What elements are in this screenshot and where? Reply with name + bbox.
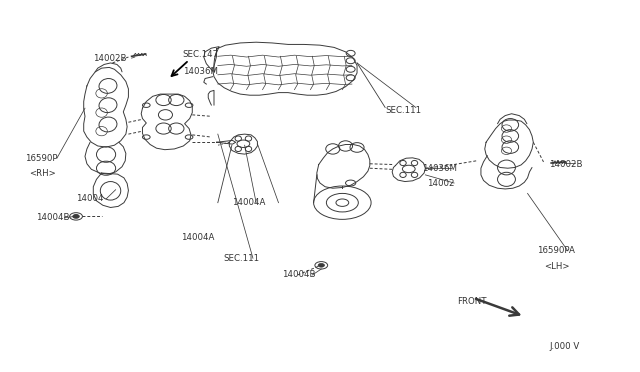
Text: 14004B: 14004B bbox=[36, 213, 69, 222]
Text: 16590PA: 16590PA bbox=[537, 246, 575, 255]
Circle shape bbox=[73, 215, 79, 218]
Text: 14004A: 14004A bbox=[180, 233, 214, 243]
Text: 14004: 14004 bbox=[76, 195, 104, 203]
Circle shape bbox=[318, 263, 324, 267]
Text: SEC.111: SEC.111 bbox=[223, 254, 259, 263]
Text: 14002B: 14002B bbox=[93, 54, 127, 62]
Text: 14002: 14002 bbox=[427, 179, 454, 187]
Text: SEC.147: SEC.147 bbox=[182, 50, 219, 59]
Text: FRONT: FRONT bbox=[457, 297, 486, 306]
Text: 14004A: 14004A bbox=[232, 198, 265, 207]
Text: 14036M: 14036M bbox=[422, 164, 457, 173]
Text: 14004B: 14004B bbox=[282, 270, 315, 279]
Text: J.000 V: J.000 V bbox=[550, 341, 580, 350]
Text: <LH>: <LH> bbox=[544, 262, 570, 271]
Text: SEC.111: SEC.111 bbox=[385, 106, 421, 115]
Text: 14036M: 14036M bbox=[182, 67, 218, 76]
Text: 16590P: 16590P bbox=[25, 154, 58, 163]
Text: 14002B: 14002B bbox=[548, 160, 582, 169]
Text: <RH>: <RH> bbox=[29, 169, 56, 177]
